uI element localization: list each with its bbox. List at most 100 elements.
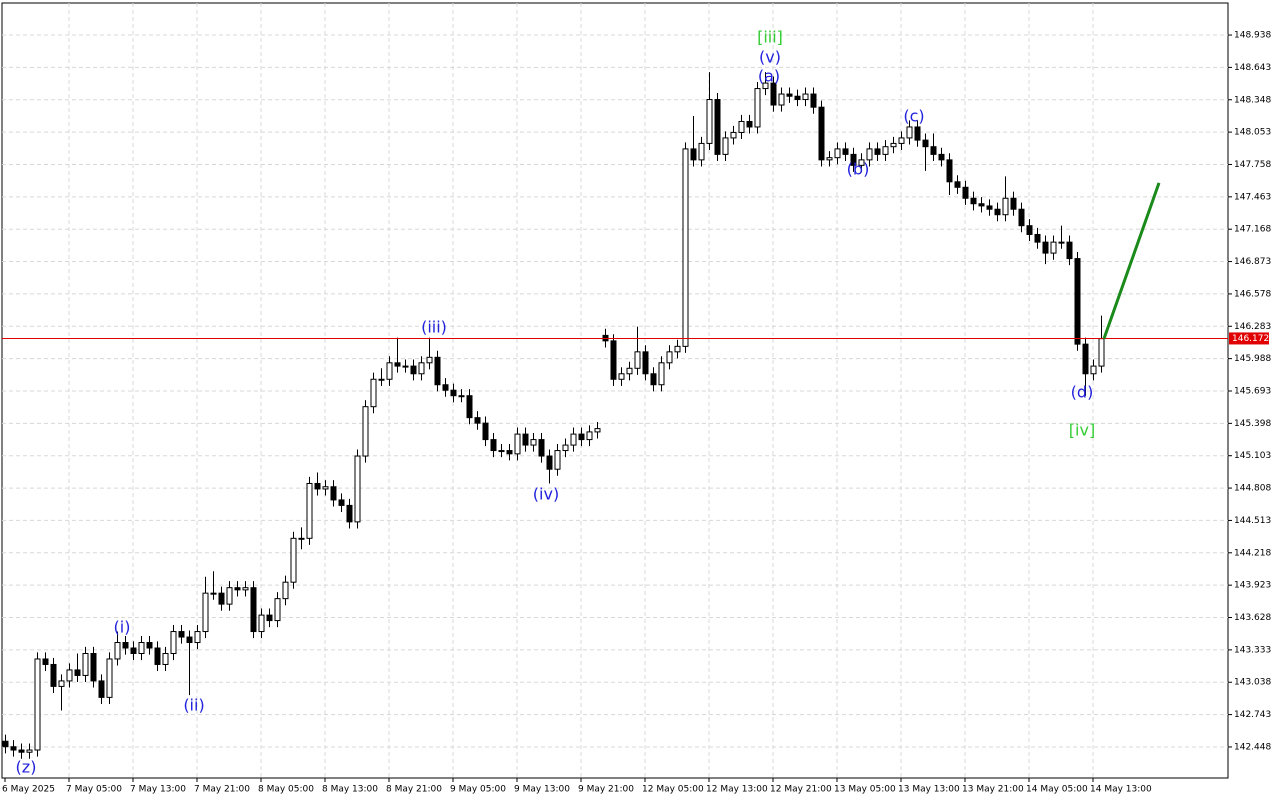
- candle-body: [42, 658, 49, 665]
- candle-body: [1066, 241, 1073, 260]
- y-tick-label: 143.038: [1234, 678, 1271, 688]
- x-tick-label: 12 May 05:00: [642, 785, 704, 795]
- candle-body: [1050, 241, 1057, 254]
- candle-body: [98, 680, 105, 698]
- candle-body: [546, 455, 553, 470]
- candle-body: [674, 345, 681, 353]
- candle-body: [130, 647, 137, 654]
- y-tick-label: 147.168: [1234, 225, 1271, 235]
- candle-body: [26, 749, 33, 753]
- x-tick-label: 7 May 13:00: [130, 785, 186, 795]
- candle-body: [610, 340, 617, 380]
- candle-body: [1074, 258, 1081, 345]
- candle-body: [1058, 241, 1065, 244]
- x-tick-label: 14 May 13:00: [1090, 785, 1152, 795]
- candle-body: [618, 373, 625, 380]
- candle-body: [2, 740, 9, 748]
- candle-body: [850, 153, 857, 166]
- y-tick-label: 148.938: [1234, 31, 1271, 41]
- candle-body: [226, 587, 233, 605]
- candle-body: [346, 504, 353, 523]
- candle-body: [954, 181, 961, 188]
- candle-body: [466, 395, 473, 419]
- candle-body: [482, 422, 489, 441]
- candle-body: [362, 406, 369, 457]
- candle-body: [834, 148, 841, 159]
- candle-body: [58, 680, 65, 687]
- y-tick-label: 144.808: [1234, 484, 1271, 494]
- candle-body: [874, 148, 881, 155]
- candle-body: [898, 137, 905, 144]
- candle-body: [146, 642, 153, 649]
- candle-body: [434, 356, 441, 386]
- current-price-box: [1229, 332, 1269, 345]
- candle-body: [866, 148, 873, 161]
- wave-label: (d): [1071, 383, 1094, 402]
- candle-body: [762, 82, 769, 90]
- candle-body: [450, 389, 457, 397]
- candle-body: [970, 197, 977, 205]
- current-price-label: 146.172: [1232, 334, 1269, 344]
- candle-body: [530, 439, 537, 446]
- candle-body: [162, 652, 169, 665]
- y-tick-label: 147.463: [1234, 192, 1271, 202]
- candle-body: [490, 439, 497, 452]
- y-tick-label: 143.333: [1234, 645, 1271, 655]
- y-tick-label: 145.988: [1234, 354, 1271, 364]
- candle-body: [370, 378, 377, 408]
- forecast-line: [1102, 182, 1161, 340]
- candle-body: [978, 203, 985, 207]
- candle-body: [178, 631, 185, 638]
- candle-body: [770, 82, 777, 106]
- y-tick-label: 146.873: [1234, 257, 1271, 267]
- y-tick-label: 143.628: [1234, 613, 1271, 623]
- y-tick-label: 143.923: [1234, 581, 1271, 591]
- candle-body: [82, 652, 89, 676]
- candle-body: [690, 148, 697, 161]
- candle-body: [354, 455, 361, 523]
- candle-body: [562, 444, 569, 452]
- x-tick-label: 12 May 13:00: [706, 785, 768, 795]
- candle-body: [218, 592, 225, 605]
- candle-body: [730, 131, 737, 139]
- candle-body: [650, 373, 657, 386]
- y-tick-label: 148.643: [1234, 63, 1271, 73]
- candle-body: [426, 356, 433, 364]
- candle-body: [1018, 208, 1025, 227]
- candle-body: [658, 362, 665, 386]
- candle-body: [18, 749, 25, 753]
- candle-body: [1010, 197, 1017, 210]
- y-tick-label: 145.103: [1234, 451, 1271, 461]
- x-tick-label: 8 May 21:00: [386, 785, 442, 795]
- candle-body: [578, 433, 585, 441]
- candle-body: [946, 159, 953, 183]
- candle-body: [914, 126, 921, 141]
- x-tick-label: 9 May 21:00: [578, 785, 634, 795]
- candle-body: [306, 482, 313, 539]
- y-tick-label: 144.218: [1234, 548, 1271, 558]
- candle-body: [754, 88, 761, 128]
- candle-body: [986, 205, 993, 210]
- y-tick-label: 145.398: [1234, 419, 1271, 429]
- candle-body: [106, 658, 113, 698]
- candle-body: [858, 159, 865, 166]
- candle-body: [338, 499, 345, 506]
- wave-label: (b): [847, 160, 870, 179]
- candle-body: [322, 486, 329, 490]
- candle-body: [778, 93, 785, 106]
- x-tick-label: 9 May 13:00: [514, 785, 570, 795]
- x-tick-label: 13 May 05:00: [834, 785, 896, 795]
- candle-body: [330, 486, 337, 501]
- candle-body: [506, 450, 513, 455]
- candle-body: [290, 537, 297, 583]
- candle-body: [122, 642, 129, 649]
- candle-body: [1026, 225, 1033, 235]
- candle-body: [402, 365, 409, 368]
- candle-body: [586, 431, 593, 441]
- candle-body: [538, 439, 545, 457]
- x-tick-label: 14 May 05:00: [1026, 785, 1088, 795]
- x-tick-label: 7 May 21:00: [194, 785, 250, 795]
- wave-label: (i): [114, 618, 131, 637]
- candle-body: [34, 658, 41, 751]
